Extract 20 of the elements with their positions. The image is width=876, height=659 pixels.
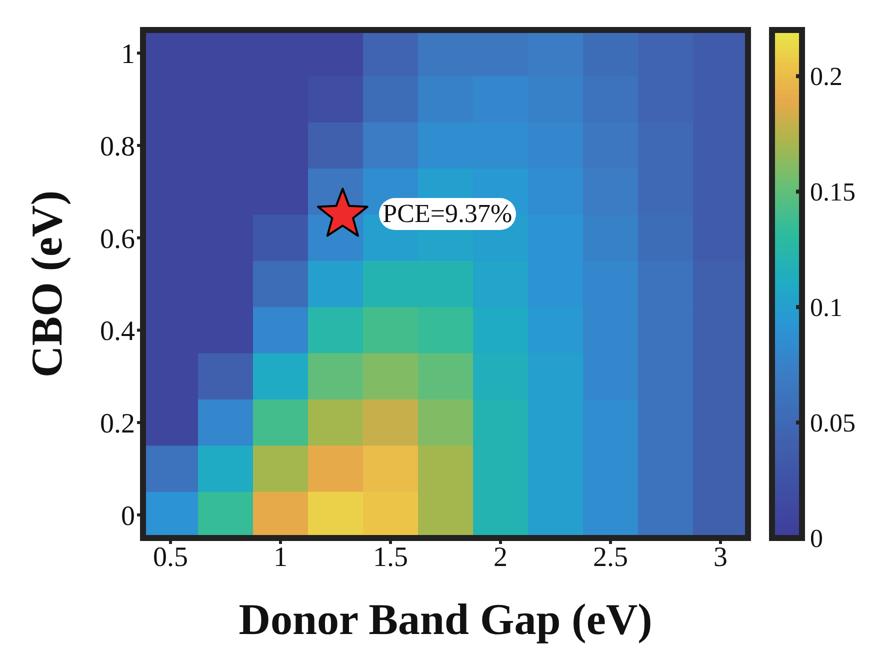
y-tick-label: 1 [121,39,135,70]
x-tick-label: 0.5 [153,542,188,573]
y-tick-label: 0.6 [100,224,135,255]
x-tick-label: 1 [274,542,288,573]
color-bar-label: 0.05 [810,408,856,438]
color-bar-label: 0 [810,524,823,553]
x-tick-label: 2 [494,542,508,573]
y-tick-label: 0.2 [100,408,135,440]
x-axis-title: Donor Band Gap (eV) [238,595,652,644]
color-bar-label: 0.15 [810,178,856,207]
annotation: PCE=9.37% [378,198,516,230]
y-axis-title: CBO (eV) [22,190,72,378]
y-tick-label: 0.4 [100,316,135,348]
color-bar-label: 0.1 [810,293,842,322]
x-tick-label: 1.5 [373,542,408,573]
y-tick-label: 0.8 [100,131,135,162]
x-tick-label: 3 [714,542,728,573]
color-bar-label: 0.2 [810,62,842,92]
y-tick-label: 0 [121,500,135,532]
x-tick-label: 2.5 [593,542,628,573]
